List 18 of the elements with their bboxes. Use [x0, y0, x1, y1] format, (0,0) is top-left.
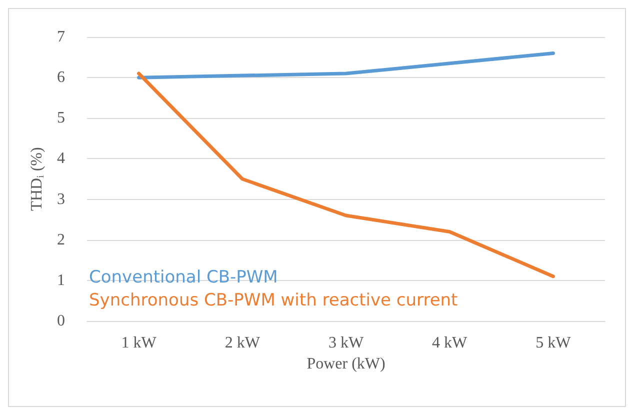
- y-tick-label: 5: [57, 110, 65, 127]
- y-tick-label: 1: [57, 272, 65, 289]
- line-series: [137, 51, 555, 80]
- y-tick-label: 4: [57, 150, 65, 168]
- x-tick-label: 2 kW: [224, 334, 261, 352]
- x-tick-label: 3 kW: [328, 334, 364, 352]
- x-axis-title: Power (kW): [306, 356, 386, 372]
- x-tick-label: 4 kW: [432, 334, 468, 352]
- y-axis-title: THDi (%): [28, 147, 47, 211]
- x-tick-label: 1 kW: [121, 334, 158, 352]
- y-tick-label: 7: [57, 28, 65, 46]
- text: Conventional CB-PWM: [89, 268, 278, 288]
- x-tick-label: 5 kW: [536, 334, 572, 352]
- y-tick-label: 2: [57, 231, 65, 248]
- y-tick-label: 3: [57, 190, 65, 208]
- y-tick-label: 6: [57, 69, 65, 86]
- y-tick-label: 0: [57, 312, 65, 330]
- text: Synchronous CB-PWM with reactive current: [89, 290, 458, 310]
